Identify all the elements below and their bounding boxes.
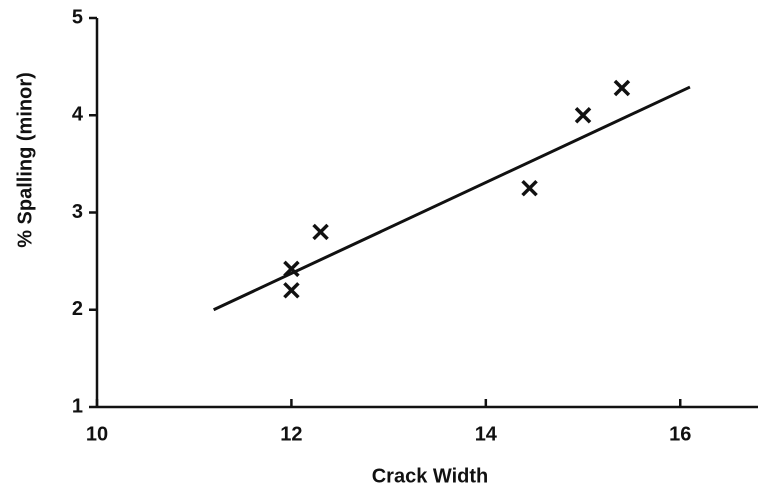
x-axis-label: Crack Width xyxy=(372,465,489,487)
y-tick-label: 2 xyxy=(72,298,83,320)
x-tick-label: 14 xyxy=(475,423,498,445)
y-tick-label: 3 xyxy=(72,201,83,223)
data-point xyxy=(283,260,300,278)
data-point xyxy=(521,179,538,197)
data-point xyxy=(574,107,592,124)
x-tick-label: 12 xyxy=(280,423,302,445)
data-point xyxy=(613,79,631,97)
data-point xyxy=(283,282,300,299)
y-tick-label: 1 xyxy=(72,395,83,417)
x-tick-label: 16 xyxy=(669,423,691,445)
y-tick-label: 4 xyxy=(72,104,84,126)
x-tick-label: 10 xyxy=(86,423,108,445)
data-point xyxy=(312,223,329,241)
y-axis-label: % Spalling (minor) xyxy=(14,72,36,248)
y-tick-label: 5 xyxy=(72,6,83,28)
